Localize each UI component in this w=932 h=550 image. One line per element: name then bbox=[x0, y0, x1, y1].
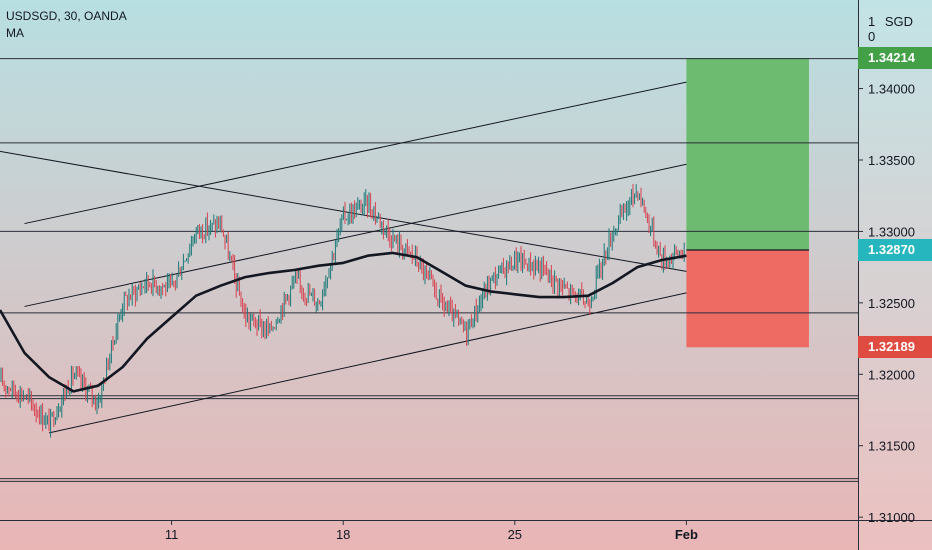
time-tick-label: Feb bbox=[675, 527, 698, 542]
price-tick-label: 1.32000 bbox=[868, 367, 915, 382]
stop-price-badge: 1.32189 bbox=[858, 336, 932, 359]
profit-zone bbox=[686, 58, 809, 250]
currency-label: SGD bbox=[884, 14, 914, 29]
time-tick-label: 11 bbox=[165, 527, 179, 542]
trend-line bbox=[48, 292, 687, 434]
trend-line bbox=[24, 163, 687, 307]
time-tick-label: 18 bbox=[336, 527, 350, 542]
trend-line bbox=[24, 81, 687, 225]
price-tick-label: 1.31000 bbox=[868, 510, 915, 525]
chart-legend: USDSGD, 30, OANDA MA bbox=[6, 8, 127, 42]
scale-top-tick: 1 bbox=[868, 14, 876, 29]
price-scale-panel bbox=[858, 0, 932, 550]
price-tick-label: 1.31500 bbox=[868, 439, 915, 454]
moving-average-line bbox=[0, 251, 687, 393]
price-tick-label: 1.33000 bbox=[868, 224, 915, 239]
price-tick-label: 1.33500 bbox=[868, 153, 915, 168]
price-scale-header: 1 SGD 0 bbox=[868, 14, 932, 44]
target-price-badge: 1.34214 bbox=[858, 47, 932, 69]
current-price-badge: 1.32870 bbox=[858, 239, 932, 261]
time-tick-label: 25 bbox=[508, 527, 522, 542]
indicator-title[interactable]: MA bbox=[6, 26, 24, 40]
symbol-title: USDSGD, 30, OANDA bbox=[6, 9, 127, 23]
price-tick-label: 1.34000 bbox=[868, 82, 915, 97]
scale-zero: 0 bbox=[868, 29, 876, 44]
loss-zone bbox=[686, 250, 809, 348]
price-tick-label: 1.32500 bbox=[868, 296, 915, 311]
